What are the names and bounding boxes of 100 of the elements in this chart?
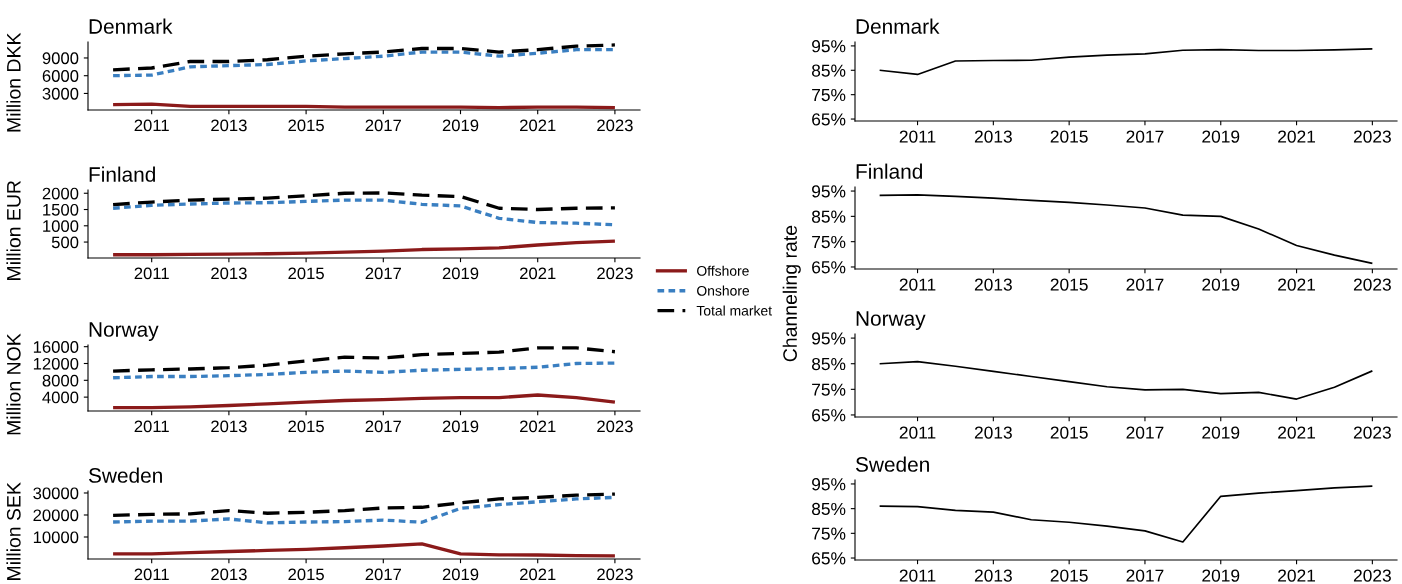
line-series [111,361,617,380]
y-tick-label: 10000 [33,531,79,544]
x-tick-label: 2015 [1050,130,1088,143]
x-tick-label: 2011 [134,119,169,132]
y-axis-title: Million SEK [6,482,21,580]
x-tick-label: 2013 [211,267,247,280]
line-series [111,492,617,518]
x-tick-label: 2011 [134,267,169,280]
y-tick-label: 95% [812,185,846,198]
x-tick-label: 2019 [1202,426,1240,439]
y-tick-label: 8000 [42,374,79,387]
x-tick-label: 2023 [597,568,633,581]
x-tick-label: 2019 [442,267,479,280]
y-tick-label: 75% [812,235,846,249]
x-tick-label: 2019 [1202,130,1240,143]
line-series [111,346,617,373]
x-tick-label: 2017 [365,267,401,280]
x-tick-label: 2021 [1278,426,1316,439]
x-tick-label: 2021 [520,568,556,581]
y-tick-label: 65% [812,552,846,565]
x-tick-label: 2015 [1050,569,1088,582]
x-tick-label: 2015 [288,119,324,132]
x-tick-label: 2013 [974,426,1012,439]
x-tick-label: 2015 [1050,278,1088,291]
x-tick-label: 2013 [211,420,247,433]
chart-title: Norway [856,311,926,330]
chart-title: Finland [856,163,922,179]
x-tick-label: 2021 [1278,569,1316,582]
line-series [111,191,617,212]
x-tick-label: 2011 [134,420,169,433]
x-tick-label: 2019 [442,119,479,132]
x-tick-label: 2015 [288,568,324,581]
y-axis-title: Million EUR [6,180,21,280]
x-tick-label: 2019 [442,420,479,433]
legend-label: Onshore [697,285,750,296]
y-tick-label: 85% [811,64,846,77]
y-tick-label: 95% [812,40,846,53]
y-tick-label: 65% [812,409,846,422]
y-tick-label: 1000 [43,220,79,232]
x-tick-label: 2013 [211,119,247,132]
x-tick-label: 2017 [1126,278,1164,291]
y-tick-label: 12000 [33,357,79,370]
line-series [111,542,617,558]
x-tick-label: 2017 [365,119,401,132]
y-tick-label: 85% [811,502,846,516]
legend-label: Total market [696,305,772,316]
y-tick-label: 9000 [42,52,79,65]
y-tick-label: 16000 [33,341,79,353]
line-series [878,194,1374,265]
y-tick-label: 65% [812,113,846,126]
x-tick-label: 2021 [520,267,556,280]
chart-title: Denmark [89,18,173,34]
y-tick-label: 75% [812,527,846,540]
x-tick-label: 2021 [1278,278,1316,291]
x-tick-label: 2013 [974,569,1012,582]
x-tick-label: 2023 [1353,130,1391,143]
chart-title: Sweden [88,467,162,483]
legend-label: Offshore [697,265,749,276]
y-tick-label: 20000 [33,509,79,522]
line-series [111,393,617,410]
x-tick-label: 2017 [1126,569,1164,582]
line-series [878,360,1374,400]
x-tick-label: 2023 [597,420,633,433]
chart-title: Denmark [856,18,940,34]
y-tick-label: 65% [812,261,846,274]
x-tick-label: 2011 [899,130,936,143]
x-tick-label: 2011 [899,426,936,439]
x-tick-label: 2023 [1353,426,1391,439]
x-tick-label: 2023 [1353,278,1391,291]
x-tick-label: 2021 [520,119,556,132]
x-tick-label: 2017 [1126,426,1164,439]
x-tick-label: 2023 [1353,569,1391,582]
x-tick-label: 2015 [1050,426,1088,439]
x-tick-label: 2017 [1126,130,1164,143]
y-tick-label: 6000 [42,70,79,82]
chart-title: Sweden [855,456,929,472]
y-tick-label: 500 [51,236,79,249]
x-tick-label: 2013 [974,130,1012,143]
x-tick-label: 2011 [134,568,169,581]
x-tick-label: 2017 [365,420,401,433]
line-series [111,43,617,72]
y-tick-label: 75% [812,383,846,396]
y-tick-label: 3000 [42,87,79,100]
y-tick-label: 95% [812,478,846,491]
y-tick-label: 95% [812,332,846,345]
x-tick-label: 2013 [211,568,247,581]
chart-title: Norway [89,322,159,341]
x-tick-label: 2011 [899,278,936,291]
line-series [878,47,1374,76]
x-tick-label: 2015 [288,420,324,433]
y-axis-title: Million DKK [6,32,21,132]
y-tick-label: 75% [812,88,846,102]
x-tick-label: 2011 [899,569,936,582]
x-tick-label: 2023 [597,267,633,280]
x-tick-label: 2017 [365,568,401,581]
x-tick-label: 2023 [597,119,633,132]
y-tick-label: 85% [811,357,846,371]
x-tick-label: 2015 [288,267,324,280]
y-tick-label: 30000 [33,487,79,500]
chart-title: Finland [89,166,155,182]
